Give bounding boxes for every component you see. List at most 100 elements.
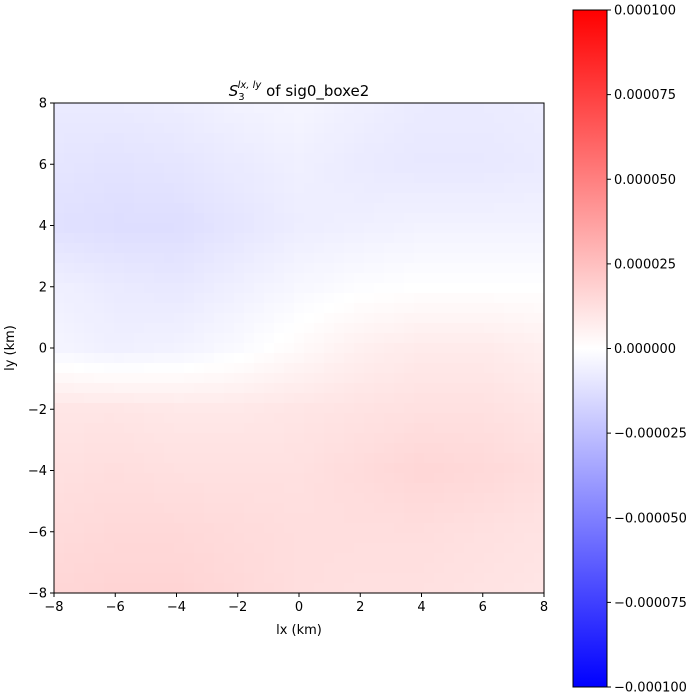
heatmap-cell — [424, 263, 435, 274]
heatmap-cell — [464, 183, 475, 194]
heatmap-cell — [204, 513, 215, 524]
heatmap-cell — [274, 553, 285, 564]
heatmap-cell — [534, 153, 545, 164]
heatmap-cell — [254, 403, 265, 414]
heatmap-cell — [414, 513, 425, 524]
heatmap-cell — [174, 193, 185, 204]
heatmap-cell — [404, 303, 415, 314]
heatmap-cell — [294, 323, 305, 334]
heatmap-cell — [524, 343, 535, 354]
heatmap-cell — [214, 243, 225, 254]
heatmap-cell — [154, 383, 165, 394]
heatmap-cell — [64, 583, 75, 594]
heatmap-cell — [444, 513, 455, 524]
heatmap-cell — [394, 493, 405, 504]
heatmap-cell — [514, 463, 525, 474]
heatmap-cell — [174, 433, 185, 444]
heatmap-cell — [204, 523, 215, 534]
heatmap-cell — [494, 373, 505, 384]
heatmap-cell — [174, 253, 185, 264]
heatmap-cell — [184, 323, 195, 334]
heatmap-cell — [184, 233, 195, 244]
heatmap-cell — [134, 143, 145, 154]
heatmap-cell — [344, 383, 355, 394]
heatmap-cell — [364, 243, 375, 254]
heatmap-cell — [484, 203, 495, 214]
heatmap-cell — [94, 223, 105, 234]
heatmap-cell — [524, 493, 535, 504]
heatmap-cell — [284, 433, 295, 444]
heatmap-cell — [274, 493, 285, 504]
heatmap-cell — [514, 153, 525, 164]
heatmap-cell — [224, 163, 235, 174]
heatmap-cell — [254, 183, 265, 194]
heatmap-cell — [504, 553, 515, 564]
heatmap-cell — [524, 583, 535, 594]
heatmap-cell — [304, 523, 315, 534]
heatmap-cell — [94, 153, 105, 164]
heatmap-cell — [294, 113, 305, 124]
heatmap-cell — [494, 433, 505, 444]
heatmap-cell — [314, 103, 325, 114]
heatmap-cell — [424, 563, 435, 574]
colorbar-tick-label: 0.000075 — [614, 88, 676, 103]
heatmap-cell — [134, 113, 145, 124]
heatmap-cell — [134, 573, 145, 584]
heatmap-cell — [364, 303, 375, 314]
heatmap-cell — [344, 523, 355, 534]
heatmap-cell — [264, 313, 275, 324]
heatmap-cell — [174, 203, 185, 214]
heatmap-cell — [484, 273, 495, 284]
heatmap-cell — [134, 223, 145, 234]
heatmap-cell — [124, 583, 135, 594]
heatmap-cell — [484, 423, 495, 434]
heatmap-cell — [394, 433, 405, 444]
heatmap-cell — [84, 293, 95, 304]
heatmap-cell — [74, 183, 85, 194]
heatmap-cell — [104, 523, 115, 534]
heatmap-cell — [314, 433, 325, 444]
heatmap-cell — [424, 463, 435, 474]
heatmap-cell — [54, 343, 65, 354]
heatmap-cell — [474, 203, 485, 214]
heatmap-cell — [354, 433, 365, 444]
heatmap-cell — [114, 353, 125, 364]
heatmap-cell — [494, 413, 505, 424]
heatmap-cell — [394, 123, 405, 134]
heatmap-cell — [464, 583, 475, 594]
heatmap-cell — [104, 263, 115, 274]
heatmap-cell — [94, 513, 105, 524]
heatmap-cell — [414, 183, 425, 194]
heatmap-cell — [214, 353, 225, 364]
heatmap-cell — [284, 483, 295, 494]
heatmap-cell — [384, 213, 395, 224]
heatmap-cell — [354, 423, 365, 434]
heatmap-cell — [394, 453, 405, 464]
heatmap-cell — [84, 493, 95, 504]
heatmap-cell — [154, 243, 165, 254]
heatmap-cell — [134, 193, 145, 204]
heatmap-cell — [264, 323, 275, 334]
heatmap-cell — [144, 133, 155, 144]
heatmap-cell — [404, 423, 415, 434]
heatmap-cell — [434, 323, 445, 334]
heatmap-cell — [314, 123, 325, 134]
heatmap-cell — [214, 573, 225, 584]
heatmap-cell — [204, 253, 215, 264]
heatmap-cell — [314, 413, 325, 424]
heatmap-cell — [304, 473, 315, 484]
heatmap-cell — [114, 553, 125, 564]
heatmap-cell — [244, 443, 255, 454]
heatmap-cell — [54, 533, 65, 544]
heatmap-cell — [154, 203, 165, 214]
heatmap-cell — [384, 533, 395, 544]
heatmap-cell — [434, 443, 445, 454]
heatmap-cell — [134, 563, 145, 574]
heatmap-cell — [374, 273, 385, 284]
heatmap-cell — [134, 463, 145, 474]
heatmap-cell — [474, 103, 485, 114]
heatmap-cell — [534, 193, 545, 204]
heatmap-cell — [314, 323, 325, 334]
heatmap-cell — [184, 213, 195, 224]
heatmap-cell — [74, 383, 85, 394]
